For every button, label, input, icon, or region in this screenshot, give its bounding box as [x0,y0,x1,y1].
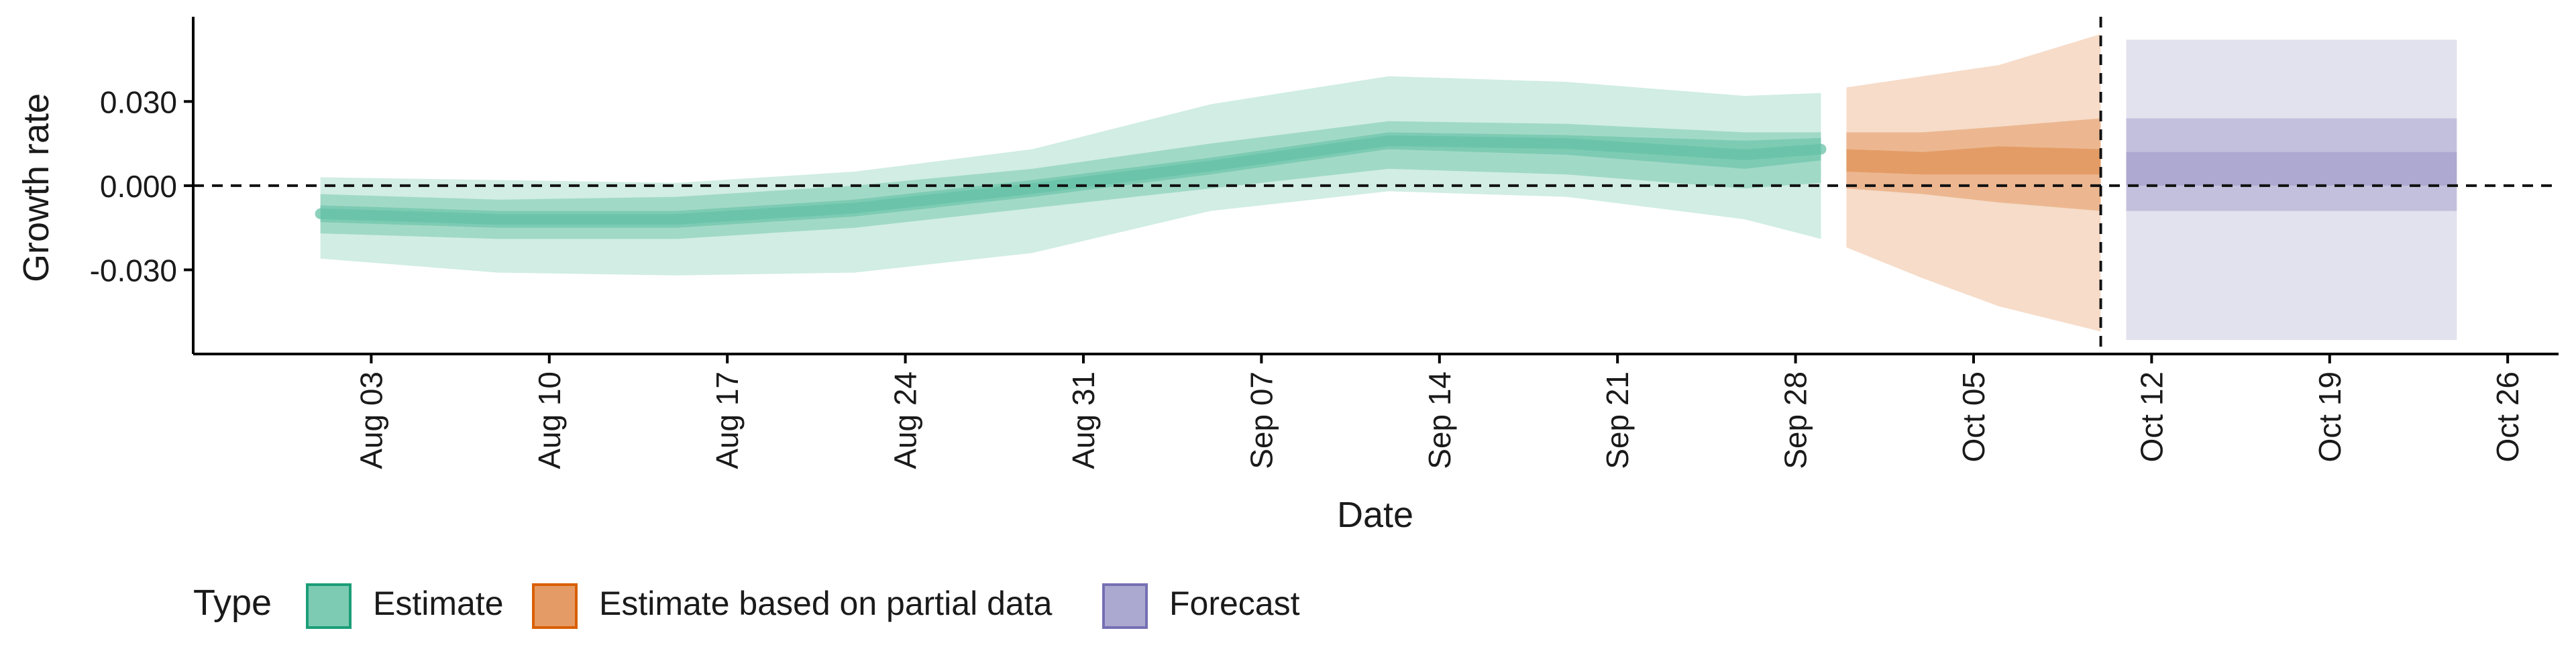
y-axis-title: Growth rate [16,93,56,282]
band-inner [2126,152,2457,186]
x-tick-label: Sep 21 [1600,371,1635,469]
x-tick-label: Sep 14 [1422,371,1457,469]
x-tick-label: Aug 17 [710,371,745,469]
y-tick-label: 0.000 [100,169,177,204]
legend-swatch [532,583,578,629]
x-tick-label: Aug 03 [354,371,388,469]
band-outer [1846,34,2101,332]
legend-label: Estimate based on partial data [599,585,1053,622]
series-estimate [315,76,1827,276]
y-tick-label: -0.030 [90,253,177,288]
band-outer [2126,40,2457,341]
x-tick-label: Aug 10 [532,371,567,469]
x-tick-label: Sep 28 [1778,371,1813,469]
legend-swatch [1102,583,1148,629]
legend-label: Estimate [373,585,504,622]
x-tick-label: Sep 07 [1244,371,1279,469]
median-line [315,135,1827,225]
series-estimate-based-on-partial-data [1846,34,2101,332]
legend: Type Estimate Estimate based on partial d… [193,583,1300,629]
x-tick-label: Aug 24 [888,371,923,469]
x-axis-title: Date [1337,495,1413,535]
band-layer [315,34,2457,341]
y-tick-label: 0.030 [100,84,177,119]
x-tick-label: Oct 12 [2134,371,2169,463]
legend-label: Forecast [1169,585,1300,622]
series-forecast [2126,40,2457,341]
x-tick-label: Oct 05 [1956,371,1991,463]
axes-layer: 0.030 0.000 -0.030 Aug 03 Aug 10 Aug 17 Aug 24… [90,17,2559,469]
x-tick-label: Oct 19 [2312,371,2347,463]
band-inner [1846,146,2101,175]
x-tick-label: Aug 31 [1066,371,1101,469]
x-tick-label: Oct 26 [2490,371,2525,463]
legend-title: Type [193,583,272,623]
legend-swatch [306,583,352,629]
